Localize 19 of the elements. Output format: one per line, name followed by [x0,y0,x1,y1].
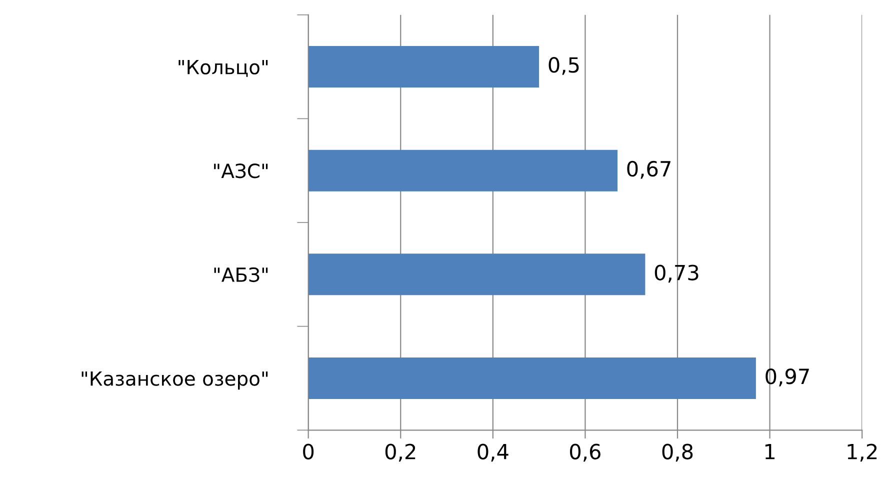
x-tick-label: 1,2 [848,444,877,462]
x-tick-label: 0,4 [478,444,508,462]
y-tick-label: "Казанское озеро" [82,371,268,390]
bar [308,357,756,399]
data-label: 0,97 [766,368,809,386]
x-tick-label: 0,8 [662,444,693,462]
bar [308,254,646,296]
data-label: 0,5 [548,57,579,75]
bar [308,46,540,88]
data-label: 0,67 [627,160,670,179]
x-tick-label: 0 [303,444,314,460]
x-tick-label: 1 [765,444,774,460]
x-tick-label: 0,2 [385,444,416,462]
y-tick-label: "АЗС" [214,164,268,178]
y-tick-label: "АБЗ" [214,267,268,282]
bar [308,150,618,192]
data-label: 0,73 [654,264,698,283]
y-tick-label: "Кольцо" [178,60,268,77]
x-tick-label: 0,6 [570,444,600,462]
